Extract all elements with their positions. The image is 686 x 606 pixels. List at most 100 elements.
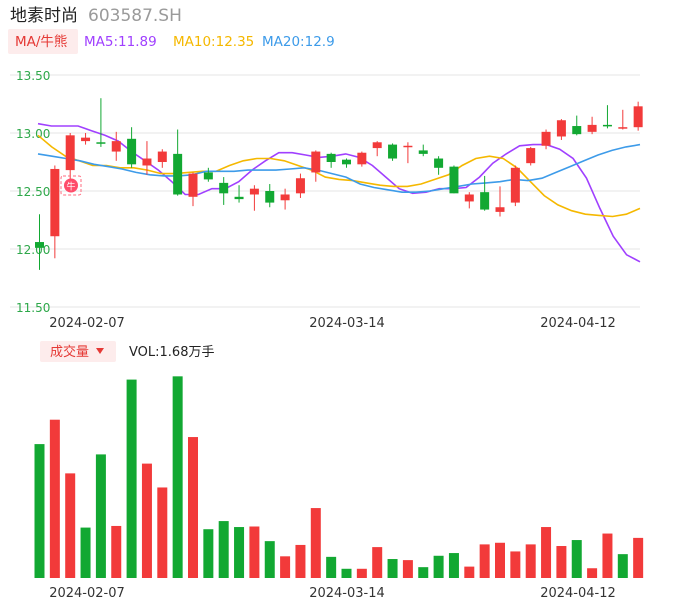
candle <box>326 152 336 168</box>
candle-body <box>633 106 643 128</box>
x-tick-label: 2024-03-14 <box>309 316 385 331</box>
volume-bar <box>510 551 521 578</box>
candlesticks <box>35 98 643 270</box>
volume-bar <box>80 527 91 578</box>
candle-body <box>602 124 612 127</box>
candle-body <box>510 167 520 203</box>
candle <box>541 129 551 150</box>
candle <box>526 146 536 166</box>
candle-body <box>81 137 91 142</box>
ma-selector-bg[interactable] <box>8 29 78 54</box>
candle-body <box>35 242 44 248</box>
volume-bar <box>495 542 505 578</box>
volume-bar <box>602 533 613 578</box>
x-tick-label: 2024-03-14 <box>309 586 385 601</box>
volume-bar <box>65 473 76 578</box>
candle <box>495 186 505 217</box>
candle-body <box>388 144 398 159</box>
candle <box>127 127 137 168</box>
volume-bar <box>464 566 475 578</box>
y-tick-label: 13.00 <box>16 127 50 141</box>
volume-bar <box>111 525 122 578</box>
candle-body <box>311 151 321 173</box>
candle-body <box>449 166 459 194</box>
volume-bar <box>310 508 321 578</box>
volume-bar <box>525 544 536 578</box>
volume-bars <box>34 376 644 578</box>
candle <box>449 165 459 194</box>
bull-badge-icon <box>64 178 78 193</box>
candle <box>618 109 628 130</box>
volume-bar <box>172 376 183 578</box>
volume-bar <box>448 553 459 578</box>
y-tick-label: 13.50 <box>16 69 50 83</box>
candle <box>403 142 413 164</box>
candle <box>157 149 167 168</box>
ma5-label: MA5:11.89 <box>84 34 157 50</box>
candle-body <box>434 158 444 168</box>
candle <box>111 131 121 161</box>
y-tick-label: 12.50 <box>16 185 50 199</box>
ma-selector-label[interactable]: MA/牛熊 <box>15 34 67 50</box>
candle <box>249 185 259 211</box>
x-tick-label: 2024-04-12 <box>540 586 616 601</box>
candle-body <box>234 196 244 200</box>
candle-body <box>203 172 213 180</box>
stock-code: 603587.SH <box>88 6 182 26</box>
volume-bar <box>633 537 644 578</box>
volume-bar <box>141 463 152 578</box>
candle-body <box>572 126 582 135</box>
candle <box>188 172 198 207</box>
volume-x-axis: 2024-02-07 2024-03-14 2024-04-12 <box>49 586 616 601</box>
candle <box>357 151 367 167</box>
candle <box>633 101 643 131</box>
candle <box>142 141 152 175</box>
candle-body <box>280 194 290 201</box>
candle-body <box>480 192 490 210</box>
volume-bar <box>249 526 260 578</box>
candle <box>388 143 398 161</box>
y-tick-label: 12.00 <box>16 243 50 257</box>
volume-bar <box>479 544 490 578</box>
volume-bar <box>571 540 582 578</box>
chevron-down-icon[interactable] <box>96 348 104 354</box>
candle-body <box>526 148 536 164</box>
volume-selector-label[interactable]: 成交量 <box>50 344 89 360</box>
ma20-line <box>37 143 641 193</box>
candle-body <box>372 142 382 149</box>
volume-value-label: VOL:1.68万手 <box>129 345 214 360</box>
volume-selector-bg[interactable] <box>40 341 116 362</box>
ma10-label: MA10:12.35 <box>173 34 254 50</box>
candle <box>418 144 428 157</box>
price-y-axis: 13.50 13.00 12.50 12.00 11.50 <box>16 69 50 315</box>
bull-badge[interactable]: 牛 <box>60 175 82 196</box>
candle-body <box>50 168 60 237</box>
volume-bar <box>157 487 168 578</box>
price-grid <box>10 74 640 308</box>
candle <box>572 115 582 136</box>
candle <box>35 214 44 270</box>
candle <box>219 177 229 205</box>
volume-bar <box>433 555 444 578</box>
price-x-axis: 2024-02-07 2024-03-14 2024-04-12 <box>49 316 616 331</box>
candle-body <box>587 124 597 132</box>
ma10-line <box>37 134 641 218</box>
candle-body <box>618 127 628 129</box>
candle <box>295 173 305 198</box>
candle <box>173 129 183 196</box>
candle-body <box>342 159 351 165</box>
candle <box>587 116 597 135</box>
candle-body <box>464 194 474 202</box>
candle <box>556 119 566 140</box>
x-tick-label: 2024-02-07 <box>49 586 125 601</box>
candle <box>311 150 321 182</box>
volume-bar <box>234 527 245 578</box>
candle <box>234 185 244 203</box>
candle <box>50 165 60 259</box>
candle <box>372 141 382 157</box>
candle-body <box>403 145 413 148</box>
candle-body <box>65 135 75 171</box>
volume-bar <box>295 544 306 578</box>
volume-bar <box>49 419 60 578</box>
